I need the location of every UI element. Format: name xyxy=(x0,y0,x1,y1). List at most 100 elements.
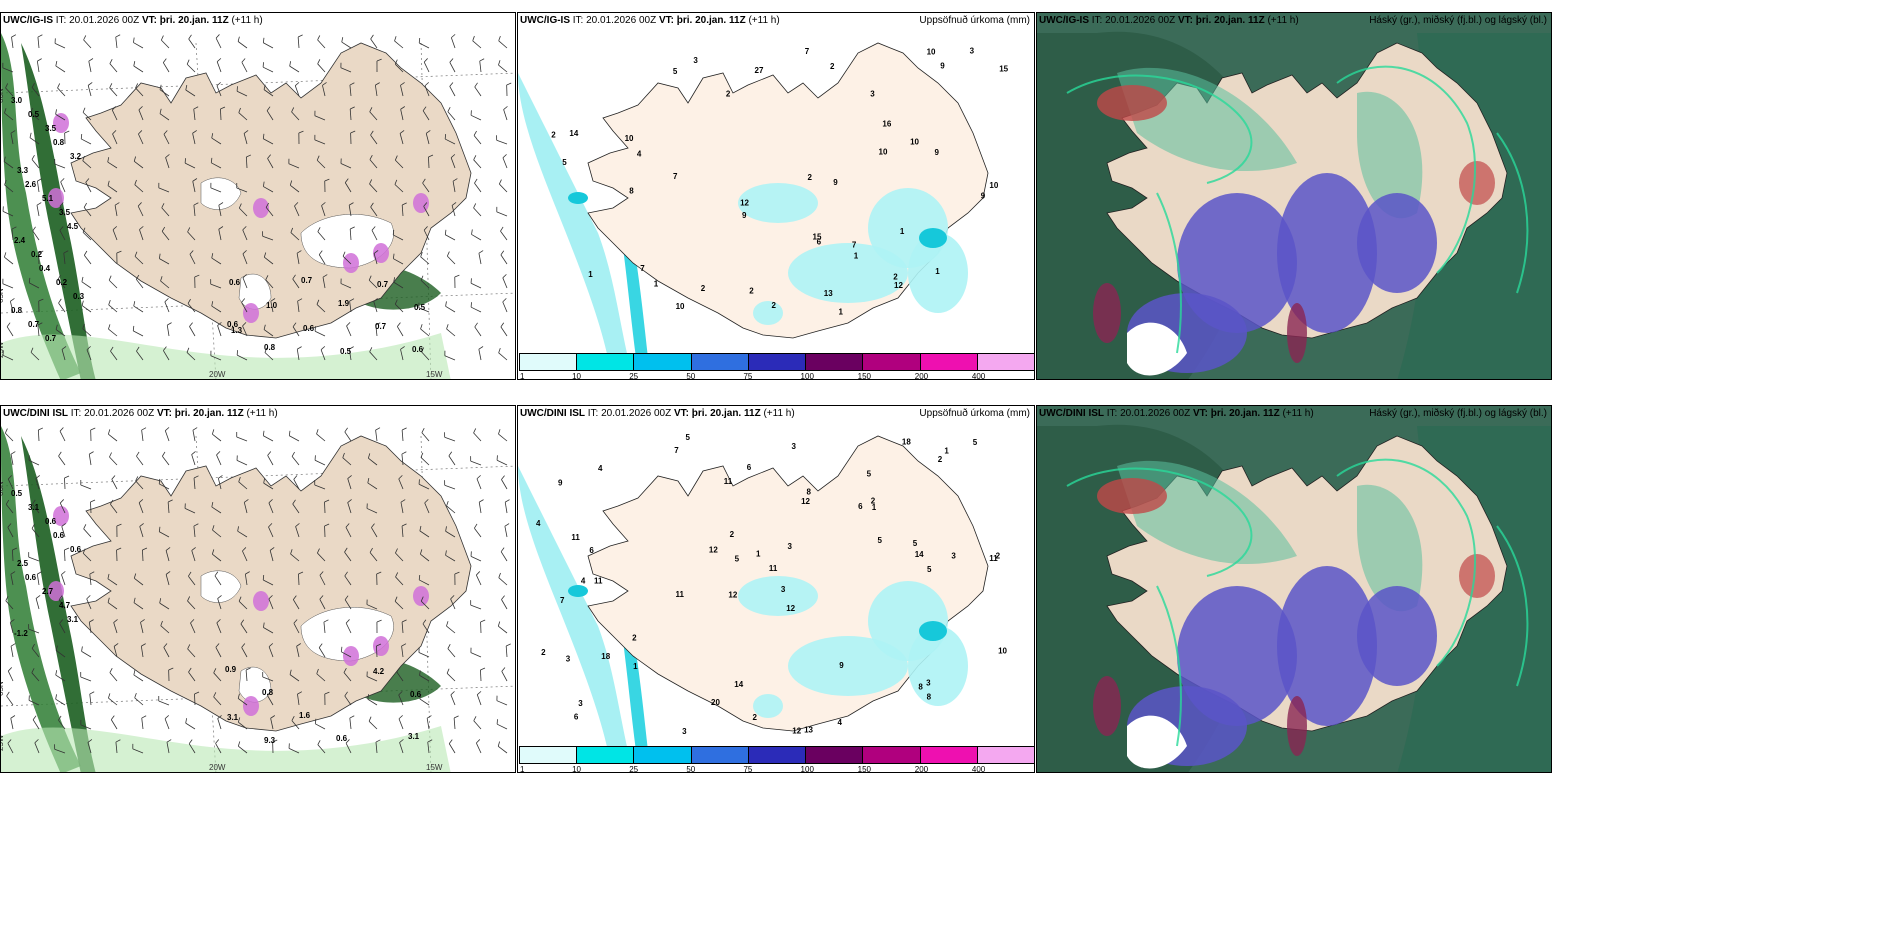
colorbar-segment xyxy=(920,747,978,763)
colorbar-segment xyxy=(977,747,1034,763)
precip-value: 4 xyxy=(598,464,603,473)
colorbar-tick: 75 xyxy=(743,372,753,380)
precip-streaks xyxy=(1,33,451,379)
wind-value: 2.7 xyxy=(42,587,54,596)
colorbar-tick: 200 xyxy=(914,765,929,773)
precip-value: 2 xyxy=(996,551,1001,560)
precip-value: 7 xyxy=(560,596,565,605)
wind-value: 0.8 xyxy=(11,306,23,315)
wind-value: 0.6 xyxy=(25,573,37,582)
precip-value: 11 xyxy=(724,477,733,486)
precip-value: 3 xyxy=(788,542,793,551)
wind-value: 2.5 xyxy=(17,559,29,568)
colorbar-segment xyxy=(863,354,921,370)
precip-value: 1 xyxy=(872,503,877,512)
precip-value: 10 xyxy=(676,302,685,311)
precip-value: 27 xyxy=(755,66,764,75)
precip-value: 10 xyxy=(879,147,888,156)
axis-label: 65N xyxy=(1,288,5,303)
wind-value: 0.3 xyxy=(73,292,85,301)
panel-cloud-bottom: UWC/DINI ISL IT: 20.01.2026 00Z VT: þri.… xyxy=(1036,405,1552,773)
precip-value: 2 xyxy=(893,273,898,282)
colorbar-tick: 1 xyxy=(520,765,525,773)
precip-value: 13 xyxy=(804,726,813,735)
wind-value: 0.7 xyxy=(301,276,313,285)
panel-wind-bottom: UWC/DINI ISL IT: 20.01.2026 00Z VT: þri.… xyxy=(0,405,516,773)
colorbar-tick: 50 xyxy=(686,372,696,380)
axis-label: 15W xyxy=(426,370,443,379)
colorbar-segment xyxy=(577,354,635,370)
precip-value: 7 xyxy=(673,172,678,181)
cloud-contours xyxy=(1066,65,1529,354)
precip-value: 1 xyxy=(900,227,905,236)
precip-value: 11 xyxy=(769,564,778,573)
precip-value: 10 xyxy=(989,181,998,190)
precip-value: 4 xyxy=(536,519,541,528)
wind-value: 3.0 xyxy=(11,96,23,105)
wind-value: 0.8 xyxy=(262,688,274,697)
wind-value: 0.2 xyxy=(56,278,68,287)
precip-value: 3 xyxy=(566,655,571,664)
panel-header: UWC/IG-IS IT: 20.01.2026 00Z VT: þri. 20… xyxy=(3,15,263,26)
precip-value: 2 xyxy=(830,62,835,71)
wind-value: 0.4 xyxy=(39,264,51,273)
precip-value: 10 xyxy=(927,47,936,56)
precip-value: 2 xyxy=(726,89,731,98)
colorbar-segment xyxy=(691,747,749,763)
wind-value: 0.9 xyxy=(225,665,237,674)
wind-value: 1.9 xyxy=(338,299,350,308)
wind-value: 0.5 xyxy=(11,489,23,498)
precip-value: 1 xyxy=(654,280,659,289)
panel-header: UWC/DINI ISL IT: 20.01.2026 00Z VT: þri.… xyxy=(1039,408,1314,419)
wind-values: 3.0 0.5 3.5 0.8 3.2 3.3 2.6 5.1 3.5 4.5 2.4 0.2 0.4 0… xyxy=(11,96,426,356)
precip-value: 11 xyxy=(989,554,998,563)
precip-value: 18 xyxy=(902,438,911,447)
wind-value: 3.1 xyxy=(227,713,239,722)
precip-value: 4 xyxy=(581,577,586,586)
precip-value: 5 xyxy=(735,555,740,564)
precip-value: 3 xyxy=(693,56,698,65)
precip-value: 8 xyxy=(927,693,932,702)
precip-value: 12 xyxy=(801,497,810,506)
precip-value: 3 xyxy=(578,699,583,708)
precip-value: 3 xyxy=(781,585,786,594)
precip-value: 1 xyxy=(944,447,949,456)
precip-value: 5 xyxy=(867,470,872,479)
axis-label: 20W xyxy=(209,763,226,772)
precip-value: 5 xyxy=(973,438,978,447)
precip-value: 7 xyxy=(805,47,810,56)
precip-colorbar xyxy=(519,353,1034,371)
precip-value: 8 xyxy=(629,187,634,196)
precip-value: 5 xyxy=(686,433,691,442)
wind-value: 3.5 xyxy=(45,124,57,133)
precip-value: 3 xyxy=(926,678,931,687)
precip-value: 1 xyxy=(854,251,859,260)
wind-value: 0.6 xyxy=(53,531,65,540)
precip-value: 1 xyxy=(633,662,638,671)
precip-value: 2 xyxy=(749,287,754,296)
colorbar-segment xyxy=(977,354,1034,370)
colorbar-tick: 400 xyxy=(971,765,986,773)
precip-value: 2 xyxy=(701,284,706,293)
precip-value: 11 xyxy=(571,533,580,542)
wind-value: 0.8 xyxy=(264,343,276,352)
precip-value: 2 xyxy=(871,497,876,506)
wind-map: 0.5 3.1 0.6 0.6 0.6 2.5 0.6 2.7 4.7 3.1 -1.2 3.1 0.9… xyxy=(1,426,515,772)
precip-value: 8 xyxy=(918,682,923,691)
precip-value: 20 xyxy=(711,698,720,707)
cloud-map xyxy=(1037,406,1551,772)
colorbar-segment xyxy=(577,747,635,763)
wind-value: 3.1 xyxy=(408,732,420,741)
colorbar-segment xyxy=(634,354,692,370)
colorbar-segment xyxy=(863,747,921,763)
wind-value: 3.1 xyxy=(28,503,40,512)
wind-value: 3.5 xyxy=(59,208,71,217)
wind-barbs xyxy=(2,34,512,361)
precip-value: 9 xyxy=(940,61,945,70)
precip-value: 12 xyxy=(894,281,903,290)
wind-value: 1.6 xyxy=(299,711,311,720)
wind-value: 0.6 xyxy=(227,320,239,329)
